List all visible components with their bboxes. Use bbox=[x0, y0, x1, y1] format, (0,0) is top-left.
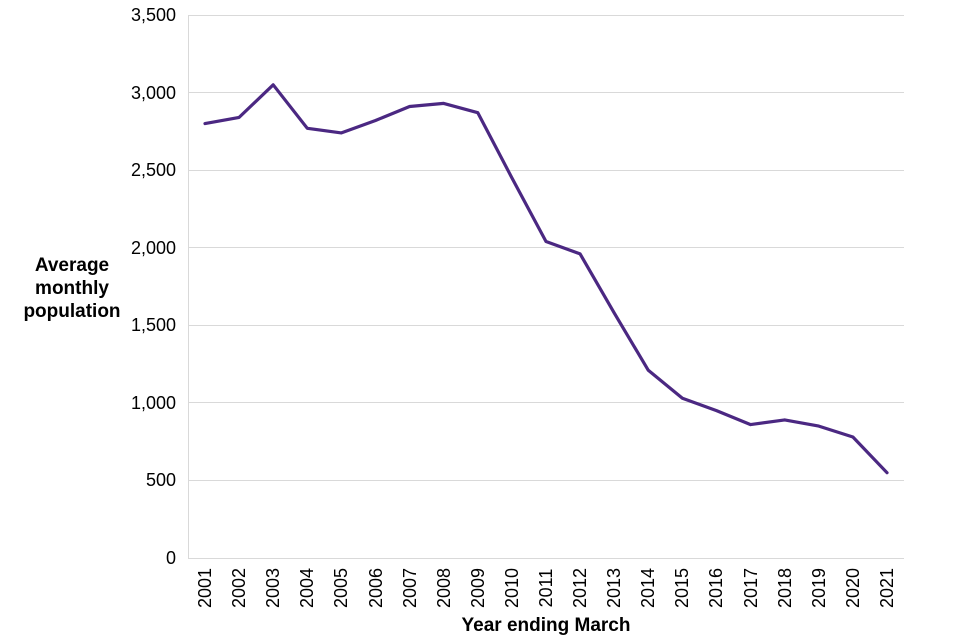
y-tick-label: 3,500 bbox=[130, 5, 176, 25]
y-tick-label: 3,000 bbox=[130, 82, 176, 103]
y-axis-line bbox=[188, 15, 189, 558]
gridline bbox=[188, 324, 904, 326]
y-tick-label: 500 bbox=[145, 470, 176, 491]
y-tick-label: 1,500 bbox=[130, 315, 176, 336]
gridline bbox=[188, 14, 904, 16]
gridline bbox=[188, 479, 904, 481]
y-tick-label: 2,000 bbox=[130, 237, 176, 258]
gridline bbox=[188, 247, 904, 249]
data-line bbox=[203, 83, 889, 475]
y-tick-label: 1,000 bbox=[130, 392, 176, 413]
x-axis-title: Year ending March bbox=[461, 615, 631, 636]
y-tick-label: 0 bbox=[165, 548, 176, 568]
gridline bbox=[188, 557, 904, 559]
gridline bbox=[188, 92, 904, 94]
gridline bbox=[188, 169, 904, 171]
gridline bbox=[188, 402, 904, 404]
y-tick-label: 2,500 bbox=[130, 160, 176, 181]
y-axis-title: Average monthly population bbox=[23, 255, 121, 322]
